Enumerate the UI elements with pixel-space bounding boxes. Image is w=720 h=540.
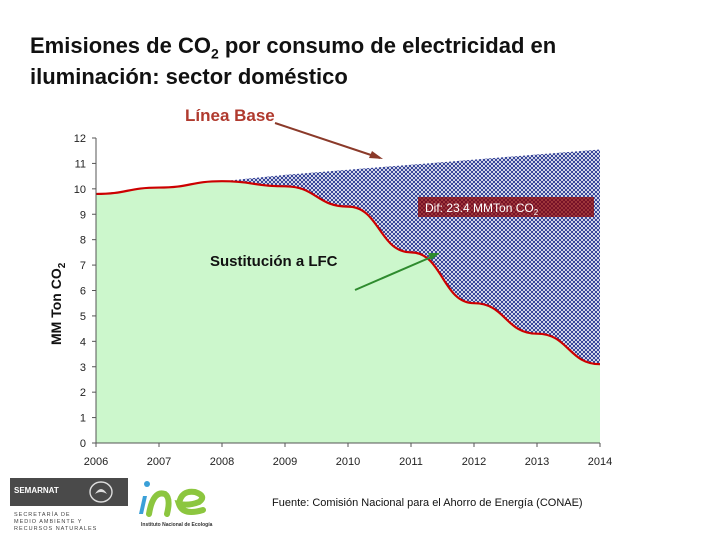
source-note: Fuente: Comisión Nacional para el Ahorro… (272, 497, 583, 509)
y-tick-label: 0 (80, 438, 86, 450)
x-tick-label: 2011 (399, 456, 423, 468)
x-tick-label: 2014 (588, 456, 612, 468)
ine-caption: Instituto Nacional de Ecología (141, 522, 213, 528)
x-tick-label: 2006 (84, 456, 108, 468)
substitution-arrow (354, 254, 437, 291)
x-tick-label: 2013 (525, 456, 549, 468)
title-line1-end: por consumo de electricidad en (218, 33, 557, 58)
y-tick-label: 2 (80, 387, 86, 399)
ine-logo-mark-icon (139, 481, 206, 517)
substitution-area (96, 181, 600, 444)
title-subscript: 2 (210, 45, 219, 62)
y-tick-label: 6 (80, 286, 86, 298)
x-tick-label: 2012 (462, 456, 486, 468)
ine-logo: Instituto Nacional de Ecología (133, 474, 228, 538)
y-tick-label: 8 (80, 235, 86, 247)
substitution-line (95, 180, 601, 366)
diff-annotation: Dif: 23.4 MMTon CO2 (425, 201, 539, 217)
y-tick-label: 11 (75, 158, 86, 170)
x-tick-label: 2009 (273, 456, 297, 468)
y-tick-label: 5 (80, 311, 86, 323)
semarnat-subtitle: SECRETARÍA DE MEDIO AMBIENTE Y RECURSOS … (14, 512, 98, 532)
x-tick-label: 2008 (210, 456, 234, 468)
baseline-arrow (274, 122, 381, 159)
chart-title: Emisiones de CO2 por consumo de electric… (30, 32, 670, 91)
x-tick-label: 2007 (147, 456, 171, 468)
y-tick-label: 4 (80, 336, 86, 348)
baseline-annotation: Línea Base (185, 106, 275, 125)
semarnat-logo: SEMARNAT SECRETARÍA DE MEDIO AMBIENTE Y … (8, 474, 130, 538)
y-tick-label: 3 (80, 362, 86, 374)
title-line2: iluminación: sector doméstico (30, 63, 348, 89)
y-tick-label: 1 (80, 413, 86, 425)
diff-annotation-text: Dif: 23.4 MMTon CO (425, 201, 534, 215)
y-tick-label: 9 (80, 209, 86, 221)
baseline-arrowhead (369, 151, 383, 159)
substitution-annotation: Sustitución a LFC (210, 253, 338, 270)
x-tick-label: 2010 (336, 456, 360, 468)
substitution-arrowhead (428, 253, 440, 260)
y-tick-label: 10 (74, 184, 86, 196)
eagle-emblem-icon (89, 481, 113, 503)
title-line1: Emisiones de CO (30, 33, 211, 58)
y-tick-label: 7 (80, 260, 86, 272)
semarnat-name: SEMARNAT (14, 486, 59, 495)
diff-annotation-box (418, 197, 594, 217)
y-tick-label: 12 (74, 133, 86, 145)
diff-annotation-sub: 2 (534, 208, 539, 217)
